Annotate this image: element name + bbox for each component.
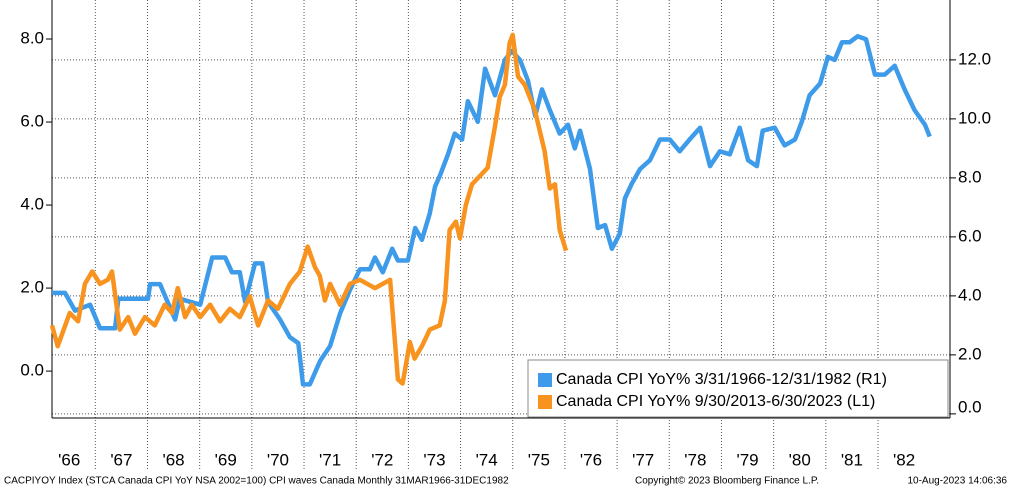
legend-box: [527, 359, 949, 418]
y-tick-label: 6.0: [20, 112, 44, 131]
series-line: [52, 34, 932, 387]
y2-tick-label: 4.0: [958, 285, 982, 304]
y2-tick-label: 8.0: [958, 167, 982, 186]
legend-label: Canada CPI YoY% 3/31/1966-12/31/1982 (R1…: [556, 371, 887, 388]
x-tick-label: '67: [110, 450, 132, 469]
x-tick-label: '68: [162, 450, 184, 469]
x-tick-label: '73: [423, 450, 445, 469]
x-tick-label: '71: [319, 450, 341, 469]
footer-timestamp: 10-Aug-2023 14:06:36: [907, 476, 1007, 487]
footer-source: CACPIYOY Index (STCA Canada CPI YoY NSA …: [4, 476, 509, 487]
legend-swatch: [538, 373, 552, 387]
series-line: [49, 32, 569, 386]
y2-tick-label: 10.0: [958, 108, 991, 127]
x-tick-label: '70: [267, 450, 289, 469]
y2-tick-label: 12.0: [958, 49, 991, 68]
x-tick-label: '80: [789, 450, 811, 469]
x-tick-label: '66: [58, 450, 80, 469]
x-tick-label: '74: [476, 450, 498, 469]
x-tick-label: '82: [893, 450, 915, 469]
x-tick-label: '75: [528, 450, 550, 469]
footer-copyright: Copyright© 2023 Bloomberg Finance L.P.: [635, 476, 819, 487]
x-tick-label: '77: [632, 450, 654, 469]
y2-tick-label: 6.0: [958, 226, 982, 245]
y2-tick-label: 0.0: [958, 397, 982, 416]
x-tick-label: '81: [841, 450, 863, 469]
x-tick-label: '72: [371, 450, 393, 469]
legend-label: Canada CPI YoY% 9/30/2013-6/30/2023 (L1): [556, 393, 875, 410]
y-tick-label: 4.0: [20, 195, 44, 214]
y-tick-label: 2.0: [20, 278, 44, 297]
x-tick-label: '69: [215, 450, 237, 469]
x-tick-label: '78: [684, 450, 706, 469]
x-tick-label: '76: [580, 450, 602, 469]
legend-swatch: [538, 395, 552, 409]
y-tick-label: 0.0: [20, 361, 44, 380]
y2-tick-label: 2.0: [958, 344, 982, 363]
y-tick-label: 8.0: [20, 29, 44, 48]
x-tick-label: '79: [736, 450, 758, 469]
